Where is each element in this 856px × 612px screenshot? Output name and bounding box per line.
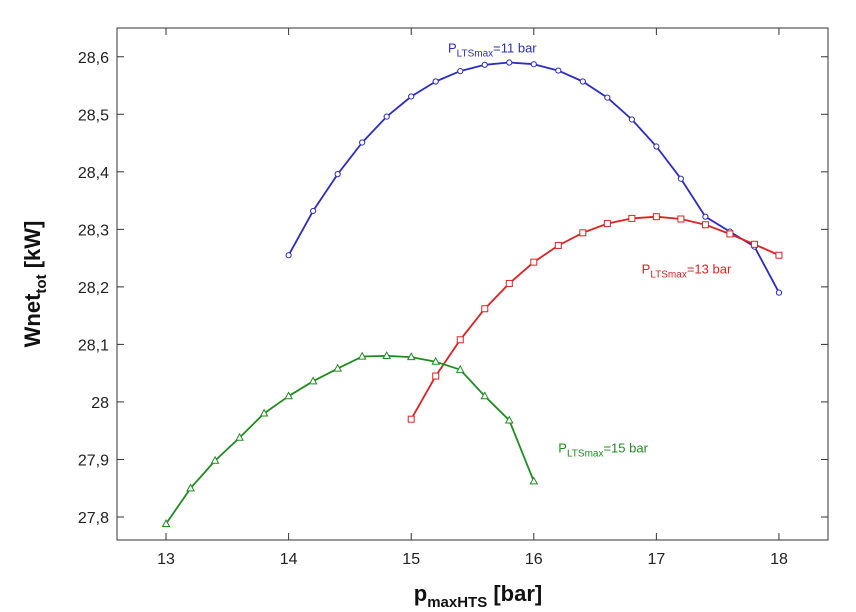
plot-frame [116,27,829,541]
y-axis-title-main: Wnet [20,293,45,347]
x-tick-label: 16 [525,551,543,568]
data-point [604,94,611,101]
data-point [530,61,537,68]
data-point [455,364,465,373]
y-tick-label: 28,6 [78,50,109,67]
annotation-sub: LTSmax [650,270,687,281]
data-point [383,113,390,120]
x-axis-title-sub: maxHTS [427,594,487,611]
data-point [334,171,341,178]
data-point [530,258,538,266]
data-point [457,68,464,75]
y-tick-label: 28,4 [78,165,109,182]
x-axis-title-unit: [bar] [487,581,542,606]
data-point [161,519,171,527]
y-tick-label: 28 [91,395,109,412]
data-point [504,415,514,424]
data-point [359,139,366,146]
data-point [628,214,636,222]
data-point [382,351,392,360]
series-line [410,215,780,420]
data-point [506,59,513,66]
series-annotation-1: PLTSmax=13 bar [642,262,732,281]
data-point [407,415,415,423]
y-axis-title-sub: tot [33,274,50,293]
data-point [628,116,635,123]
data-point [775,251,783,259]
annotation-rest: =13 bar [687,262,732,277]
annotation-sub: LTSmax [567,449,604,460]
data-point [653,143,660,150]
x-axis-title-main: p [414,581,427,606]
annotation-main: P [558,441,567,456]
data-point [505,279,513,287]
data-point [726,230,734,238]
data-point [310,207,317,215]
series-line [165,354,535,525]
y-tick-label: 27,8 [78,510,109,527]
series-annotation-0: PLTSmax=11 bar [448,41,537,60]
data-point [186,483,195,492]
annotation-main: P [448,41,457,56]
data-point [235,432,244,441]
data-point [456,336,464,344]
data-point [579,229,587,237]
series-0 [285,59,783,296]
x-tick-label: 18 [770,551,788,568]
data-point [481,305,489,313]
data-point [431,356,441,365]
y-tick-label: 27,9 [78,452,109,469]
data-point [603,220,611,228]
y-tick-label: 28,2 [78,280,109,297]
data-point [554,241,562,249]
data-point [333,363,342,372]
data-point [652,213,660,221]
series-2 [161,351,539,527]
data-point [408,93,415,100]
data-point [285,252,292,259]
x-tick-label: 15 [402,551,420,568]
axes: 13 14 15 16 17 18 27,8 27,9 28 28,1 28,2 28,3 28,4 28… [78,28,828,568]
data-point [677,175,684,182]
y-axis-title-unit: [kW] [20,221,45,275]
data-point [579,78,586,85]
data-point [308,376,318,385]
annotation-rest: =15 bar [603,441,648,456]
data-point [481,61,488,68]
y-tick-label: 28,1 [78,337,109,354]
series-layer [161,59,783,527]
data-point [775,289,783,296]
x-tick-label: 14 [280,551,298,568]
data-point [702,213,709,220]
series-annotation-2: PLTSmax=15 bar [558,441,648,460]
y-tick-label: 28,3 [78,222,109,239]
data-point [432,372,440,380]
annotation-rest: =11 bar [493,41,537,56]
data-point [432,78,439,85]
data-point [480,391,490,400]
y-axis-title: Wnettot [kW] [20,221,50,348]
data-point [555,67,562,74]
data-point [284,391,293,400]
data-point [406,352,416,361]
annotation-sub: LTSmax [457,49,494,60]
x-tick-label: 17 [647,551,665,568]
data-point [750,240,758,248]
x-tick-label: 13 [157,551,175,568]
data-point [210,455,220,464]
data-point [701,221,709,229]
data-point [529,476,539,485]
data-point [677,215,685,223]
y-tick-label: 28,5 [78,107,109,124]
series-1 [407,213,783,423]
data-point [357,351,367,360]
x-axis-title: pmaxHTS [bar] [414,581,542,611]
annotation-main: P [642,262,651,277]
data-point [259,408,269,417]
